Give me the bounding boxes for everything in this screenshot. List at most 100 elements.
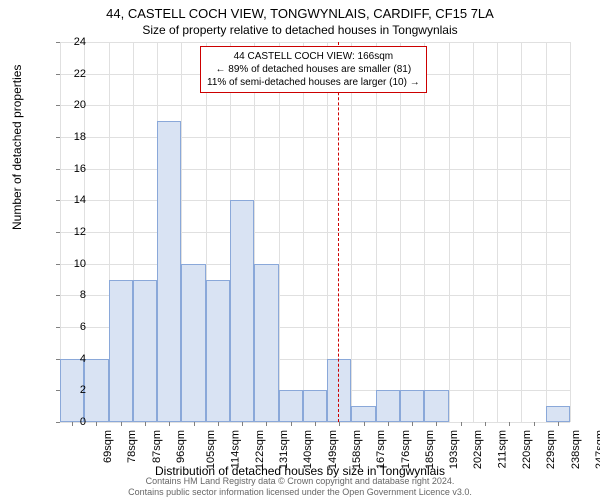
grid-line-v: [473, 42, 474, 422]
x-tick-label: 140sqm: [303, 430, 315, 469]
x-tick-label: 96sqm: [175, 430, 187, 463]
x-tick-label: 131sqm: [278, 430, 290, 469]
x-tick-label: 114sqm: [229, 430, 241, 468]
y-tick-label: 16: [60, 163, 86, 175]
histogram-bar: [230, 200, 254, 422]
grid-line-v: [521, 42, 522, 422]
x-tick: [436, 422, 437, 426]
grid-line-v: [303, 42, 304, 422]
histogram-bar: [424, 390, 448, 422]
y-tick-label: 4: [60, 353, 86, 365]
y-tick-label: 0: [60, 416, 86, 428]
y-tick-label: 20: [60, 99, 86, 111]
x-tick: [364, 422, 365, 426]
grid-line-v: [546, 42, 547, 422]
x-tick-label: 247sqm: [594, 430, 600, 469]
y-tick-label: 10: [60, 258, 86, 270]
y-tick-label: 22: [60, 68, 86, 80]
chart-subtitle: Size of property relative to detached ho…: [0, 21, 600, 39]
histogram-bar: [279, 390, 303, 422]
x-tick: [96, 422, 97, 426]
histogram-bar: [181, 264, 205, 422]
x-tick: [412, 422, 413, 426]
x-tick-label: 193sqm: [448, 430, 460, 469]
reference-line: [338, 42, 339, 422]
histogram-bar: [157, 121, 181, 422]
x-tick: [339, 422, 340, 426]
histogram-bar: [351, 406, 375, 422]
grid-line-v: [279, 42, 280, 422]
x-tick-label: 176sqm: [400, 430, 412, 469]
grid-line-h: [60, 232, 570, 233]
annotation-box: 44 CASTELL COCH VIEW: 166sqm ← 89% of de…: [200, 46, 427, 93]
grid-line-v: [424, 42, 425, 422]
annotation-line1: 44 CASTELL COCH VIEW: 166sqm: [207, 50, 420, 63]
grid-line-h: [60, 264, 570, 265]
x-tick: [121, 422, 122, 426]
histogram-bar: [546, 406, 570, 422]
grid-line-v: [497, 42, 498, 422]
y-axis-label: Number of detached properties: [10, 65, 24, 230]
plot-area: 44 CASTELL COCH VIEW: 166sqm ← 89% of de…: [60, 42, 570, 422]
histogram-bar: [206, 280, 230, 423]
grid-line-v: [400, 42, 401, 422]
histogram-bar: [254, 264, 278, 422]
x-tick: [218, 422, 219, 426]
x-tick: [242, 422, 243, 426]
histogram-bar: [303, 390, 327, 422]
chart-container: 44, CASTELL COCH VIEW, TONGWYNLAIS, CARD…: [0, 0, 600, 500]
x-tick-label: 105sqm: [205, 430, 217, 469]
grid-line-h: [60, 105, 570, 106]
grid-line-h: [60, 42, 570, 43]
x-tick-label: 211sqm: [496, 430, 508, 468]
x-tick-label: 202sqm: [473, 430, 485, 469]
x-tick: [534, 422, 535, 426]
grid-line-v: [376, 42, 377, 422]
x-tick: [558, 422, 559, 426]
histogram-bar: [376, 390, 400, 422]
x-tick-label: 167sqm: [375, 430, 387, 469]
histogram-bar: [327, 359, 351, 422]
grid-line-h: [60, 137, 570, 138]
grid-line-h: [60, 169, 570, 170]
annotation-line3: 11% of semi-detached houses are larger (…: [207, 76, 420, 89]
x-tick-label: 69sqm: [102, 430, 114, 463]
x-tick: [194, 422, 195, 426]
x-tick: [388, 422, 389, 426]
grid-line-v: [449, 42, 450, 422]
x-tick: [461, 422, 462, 426]
y-tick-label: 24: [60, 36, 86, 48]
x-tick: [145, 422, 146, 426]
y-tick-label: 2: [60, 384, 86, 396]
x-tick: [169, 422, 170, 426]
y-tick-label: 12: [60, 226, 86, 238]
x-tick: [291, 422, 292, 426]
x-tick-label: 87sqm: [151, 430, 163, 463]
x-tick-label: 238sqm: [570, 430, 582, 469]
y-tick-label: 6: [60, 321, 86, 333]
x-tick: [485, 422, 486, 426]
annotation-line2: ← 89% of detached houses are smaller (81…: [207, 63, 420, 76]
histogram-bar: [400, 390, 424, 422]
histogram-bar: [133, 280, 157, 423]
histogram-bar: [109, 280, 133, 423]
grid-line-v: [570, 42, 571, 422]
y-tick-label: 8: [60, 289, 86, 301]
footer-line2: Contains public sector information licen…: [0, 487, 600, 498]
histogram-bar: [84, 359, 108, 422]
footer: Contains HM Land Registry data © Crown c…: [0, 476, 600, 498]
x-tick: [266, 422, 267, 426]
grid-line-h: [60, 200, 570, 201]
y-tick-label: 18: [60, 131, 86, 143]
x-tick-label: 185sqm: [424, 430, 436, 469]
x-tick-label: 149sqm: [327, 430, 339, 469]
x-tick-label: 229sqm: [545, 430, 557, 469]
footer-line1: Contains HM Land Registry data © Crown c…: [0, 476, 600, 487]
x-tick-label: 220sqm: [521, 430, 533, 469]
x-tick: [315, 422, 316, 426]
grid-line-v: [351, 42, 352, 422]
y-tick-label: 14: [60, 194, 86, 206]
chart-title: 44, CASTELL COCH VIEW, TONGWYNLAIS, CARD…: [0, 0, 600, 21]
x-tick-label: 158sqm: [351, 430, 363, 469]
x-tick-label: 78sqm: [126, 430, 138, 463]
